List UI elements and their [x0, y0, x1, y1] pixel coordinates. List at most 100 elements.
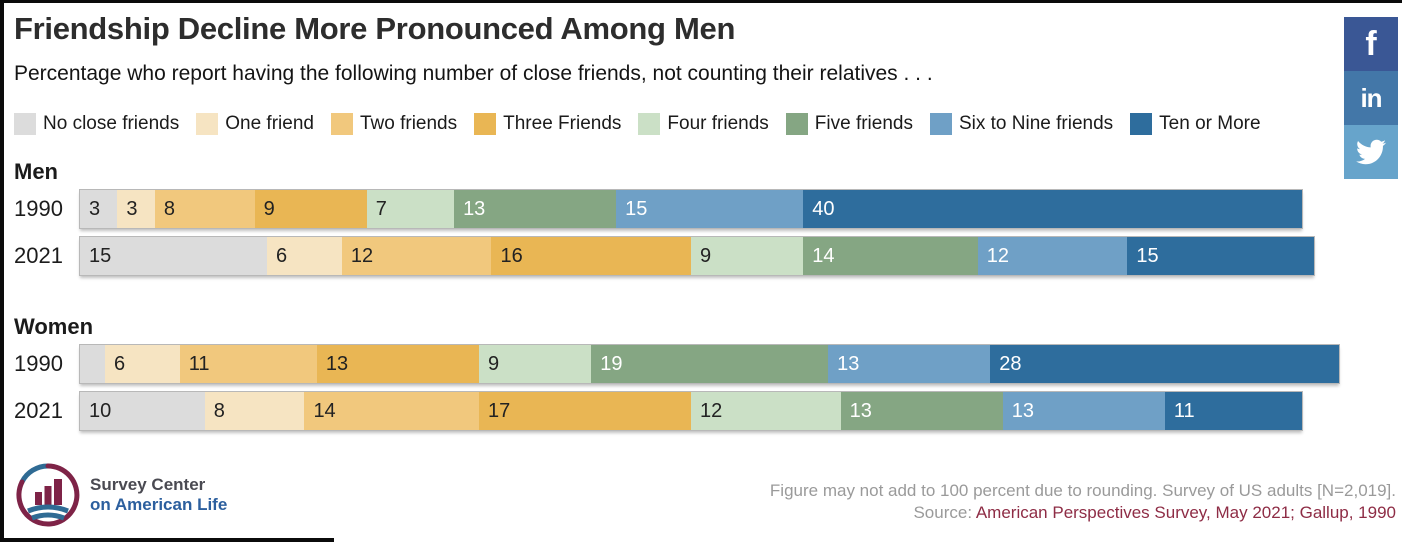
bar-segment-label: 12 — [350, 245, 374, 267]
legend-label: One friend — [225, 113, 314, 134]
legend-swatch — [196, 113, 219, 135]
bar-segment: 40 — [803, 190, 1303, 228]
bar-segment-label: 10 — [89, 400, 112, 422]
legend-item: Three Friends — [474, 113, 621, 135]
bar-segment-label: 6 — [113, 353, 126, 375]
bar-segment: 14 — [304, 392, 480, 430]
twitter-share-button[interactable] — [1344, 125, 1398, 179]
bar-segment-label: 8 — [163, 198, 175, 220]
bar-segment-label: 9 — [700, 245, 712, 267]
bar-segment: 6 — [267, 237, 342, 275]
row-year-label: 1990 — [14, 196, 63, 221]
bar-segment: 13 — [316, 345, 480, 383]
legend-item: Two friends — [330, 113, 458, 135]
footer-notes: Figure may not add to 100 percent due to… — [770, 480, 1396, 524]
legend-swatch — [14, 113, 36, 135]
bar-segment: 12 — [977, 237, 1128, 275]
bar-segment-label: 13 — [463, 198, 486, 220]
bar-segment: 13 — [840, 392, 1003, 430]
bar-segment-label: 15 — [1136, 245, 1159, 267]
legend-label: Five friends — [814, 113, 913, 134]
bar-segment-label: 13 — [849, 400, 872, 422]
bar-segment-label: 12 — [986, 245, 1010, 267]
bar-segment-label: 13 — [325, 353, 349, 375]
legend-swatch — [474, 113, 497, 135]
stacked-bar: 15 6 12 16 9 14 12 15 — [79, 236, 1316, 276]
logo-line2: on American Life — [90, 495, 228, 514]
bar-segment-label: 7 — [375, 198, 387, 220]
bar-segment-label: 15 — [625, 198, 648, 220]
bar-segment: 6 — [104, 345, 180, 383]
bar-segment-label: 9 — [488, 353, 500, 375]
legend-swatch — [785, 113, 808, 135]
legend-label: Six to Nine friends — [958, 113, 1114, 134]
chart-legend: No close friends One friend Two friends Thr… — [14, 113, 1261, 135]
bar-segment-label: 11 — [1173, 400, 1195, 422]
bar-row: 1990 3 3 8 9 7 13 15 40 — [14, 189, 1315, 229]
legend-label: Three Friends — [503, 113, 622, 134]
stacked-bar: 6 11 13 9 19 13 28 — [79, 344, 1341, 384]
legend-swatch — [1130, 113, 1153, 135]
bar-segment-label: 3 — [126, 198, 138, 220]
bar-segment-label: 14 — [812, 245, 835, 267]
rounding-note: Figure may not add to 100 percent due to… — [769, 481, 1396, 500]
bar-segment-label: 40 — [812, 198, 835, 220]
linkedin-share-button[interactable]: in — [1344, 71, 1398, 125]
bar-segment-label: 6 — [276, 245, 288, 267]
bar-segment: 12 — [691, 392, 841, 430]
bar-segment: 15 — [1127, 237, 1315, 275]
legend-item: Five friends — [785, 113, 913, 135]
facebook-share-button[interactable]: f — [1344, 17, 1398, 71]
legend-label: Four friends — [667, 113, 769, 134]
bar-row: 2021 10 8 14 17 12 13 13 11 — [14, 391, 1340, 431]
legend-label: Two friends — [359, 113, 458, 134]
bar-segment: 16 — [491, 237, 691, 275]
chart-group-men: Men 1990 3 3 8 9 7 13 15 40 2021 15 6 12 16 9 14 12 15 — [14, 159, 1316, 283]
legend-swatch — [929, 113, 952, 135]
bar-segment-label: 17 — [488, 400, 511, 422]
linkedin-icon: in — [1360, 82, 1382, 113]
bar-segment: 8 — [154, 190, 255, 228]
bar-segment-label: 13 — [1011, 400, 1034, 422]
bar-segment: 8 — [204, 392, 305, 430]
stacked-bar: 3 3 8 9 7 13 15 40 — [79, 189, 1304, 229]
group-label: Women — [14, 314, 94, 339]
bar-row: 1990 6 11 13 9 19 13 28 — [14, 344, 1341, 384]
screenshot-edge-artifact — [4, 538, 334, 542]
bar-segment-label: 11 — [188, 353, 210, 375]
bar-segment: 14 — [803, 237, 978, 275]
bar-segment: 19 — [591, 345, 829, 383]
row-year-label: 2021 — [14, 398, 63, 423]
chart-group-women: Women 1990 6 11 13 9 19 13 28 2021 10 8 14 17 12 13 13 11 — [14, 314, 1341, 438]
legend-item: Ten or More — [1130, 113, 1261, 135]
bar-segment: 3 — [117, 190, 155, 228]
bar-segment-label: 9 — [263, 198, 275, 220]
bar-segment: 15 — [616, 190, 804, 228]
bar-segment-label: 3 — [89, 198, 101, 220]
bar-segment-label: 15 — [89, 245, 112, 267]
bar-segment — [80, 345, 105, 383]
facebook-icon: f — [1365, 24, 1377, 63]
bar-segment: 15 — [80, 237, 268, 275]
twitter-icon — [1356, 139, 1386, 165]
legend-item: Four friends — [638, 113, 769, 135]
survey-center-logo-text: Survey Center on American Life — [90, 475, 227, 515]
legend-label: No close friends — [43, 113, 180, 134]
legend-swatch — [330, 113, 353, 135]
bar-segment-label: 12 — [700, 400, 723, 422]
legend-item: No close friends — [14, 113, 179, 135]
survey-center-logo-mark — [16, 463, 80, 527]
source-line: Source: American Perspectives Survey, Ma… — [770, 502, 1396, 524]
row-year-label: 2021 — [14, 243, 63, 268]
legend-swatch — [638, 113, 661, 135]
legend-label: Ten or More — [1159, 113, 1261, 134]
bar-segment: 17 — [479, 392, 691, 430]
source-link[interactable]: American Perspectives Survey, May 2021; … — [975, 503, 1396, 522]
bar-segment: 10 — [80, 392, 205, 430]
bar-segment: 3 — [80, 190, 118, 228]
bar-segment: 11 — [179, 345, 317, 383]
row-year-label: 1990 — [14, 351, 63, 376]
bar-segment: 13 — [1002, 392, 1165, 430]
bar-segment: 7 — [366, 190, 455, 228]
